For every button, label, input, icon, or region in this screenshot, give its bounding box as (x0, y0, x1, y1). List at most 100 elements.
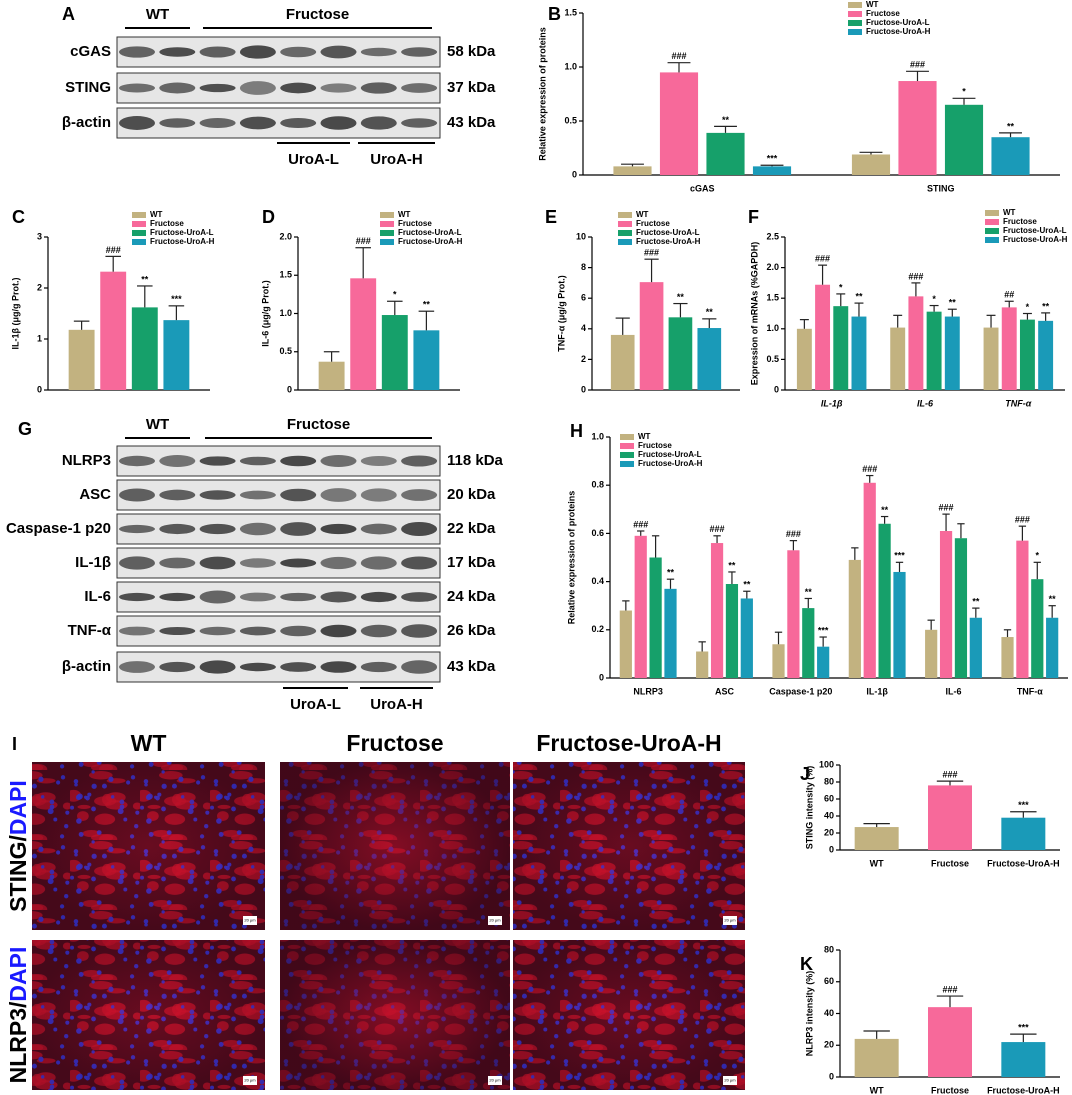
legend-label: Fructose-UroA-L (636, 228, 700, 237)
y-tick-label: 10 (576, 231, 586, 241)
y-tick-label: 0.6 (591, 528, 604, 538)
y-tick-label: 0 (599, 672, 604, 682)
bar (817, 646, 830, 678)
y-tick-label: 2 (581, 354, 586, 364)
bar (413, 330, 440, 390)
panel-label: I (12, 734, 17, 754)
legend-label: Fructose (150, 219, 184, 228)
bar (696, 651, 709, 678)
legend-label: WT (1003, 208, 1016, 217)
row-label-part: STING/ (5, 835, 31, 912)
blot-band (320, 455, 357, 467)
group-label: Fructose (287, 416, 350, 433)
bar (131, 307, 158, 390)
bar (893, 571, 906, 678)
blot-band (280, 46, 317, 58)
y-axis-label: NLRP3 intensity (%) (804, 971, 814, 1057)
bar (969, 617, 982, 678)
group-label: Fructose (286, 6, 349, 23)
significance: ** (1007, 121, 1015, 131)
blot-band (360, 116, 397, 130)
blot-band (360, 523, 397, 535)
significance: ** (972, 596, 980, 606)
x-tick-label: IL-1β (866, 686, 888, 696)
y-tick-label: 1.0 (591, 431, 604, 441)
y-tick-label: 0 (287, 384, 292, 394)
blot-band (401, 660, 438, 674)
bar (802, 608, 815, 678)
micrograph-tint (280, 762, 510, 930)
y-tick-label: 2.0 (279, 231, 292, 241)
blot-band (239, 522, 276, 536)
significance: ## (1004, 290, 1014, 300)
size-label: 17 kDa (447, 554, 496, 571)
significance: ** (743, 580, 751, 590)
protein-label: IL-1β (75, 554, 111, 571)
treatment-label: UroA-L (290, 696, 341, 713)
x-tick-label: Caspase-1 p20 (769, 686, 832, 696)
panel-label: J (800, 764, 810, 784)
blot-band (199, 118, 236, 128)
significance: ** (805, 587, 813, 597)
panel-label: H (570, 421, 583, 441)
y-tick-label: 1 (37, 333, 42, 343)
bar (925, 629, 938, 678)
scale-bar-label: 20 μm (489, 918, 501, 923)
bar (610, 334, 635, 390)
y-tick-label: 0.4 (591, 576, 604, 586)
micrograph-tint (513, 762, 745, 930)
y-tick-label: 0 (829, 844, 834, 854)
blot-band (239, 592, 276, 602)
legend-swatch (618, 239, 632, 245)
protein-label: NLRP3 (62, 452, 111, 469)
legend-swatch (620, 434, 634, 440)
micrograph-tint (32, 940, 265, 1090)
legend-label: Fructose-UroA-H (150, 237, 215, 246)
bar (381, 315, 408, 390)
blot-band (320, 624, 357, 638)
size-label: 24 kDa (447, 588, 496, 605)
significance: ### (710, 524, 725, 534)
significance: ### (815, 254, 830, 264)
y-tick-label: 0.2 (591, 624, 604, 634)
size-label: 37 kDa (447, 79, 496, 96)
blot-band (239, 45, 276, 59)
legend-label: Fructose-UroA-H (636, 237, 701, 246)
significance: ### (1015, 515, 1030, 525)
blot-band (119, 661, 155, 673)
blot-band (360, 661, 397, 673)
x-tick-label: TNF-α (1017, 686, 1043, 696)
legend-label: Fructose-UroA-L (398, 228, 462, 237)
y-axis-label: Relative expression of proteins (566, 491, 576, 625)
legend-swatch (848, 20, 862, 26)
legend-label: Fructose-UroA-H (398, 237, 463, 246)
treatment-label: UroA-H (370, 696, 423, 713)
significance: ** (1042, 301, 1050, 311)
bar (697, 328, 722, 390)
significance: *** (171, 294, 182, 304)
legend-swatch (132, 212, 146, 218)
legend-label: Fructose (638, 441, 672, 450)
legend-label: WT (866, 0, 879, 9)
blot-band (159, 118, 196, 128)
bar (944, 316, 960, 390)
bar (668, 317, 693, 390)
legend-label: Fructose (398, 219, 432, 228)
bar (634, 535, 647, 678)
bar (939, 530, 953, 678)
significance: * (1036, 551, 1040, 561)
bar (725, 584, 739, 678)
panel-label: K (800, 954, 813, 974)
significance: ### (356, 236, 371, 246)
y-axis-label: Expression of mRNAs (%GAPDH) (749, 242, 759, 386)
blot-band (280, 625, 317, 637)
legend-swatch (380, 239, 394, 245)
legend-swatch (132, 221, 146, 227)
size-label: 22 kDa (447, 520, 496, 537)
bar (796, 328, 812, 390)
scale-bar (723, 1076, 737, 1085)
blot-band (159, 626, 196, 636)
legend-label: Fructose (636, 219, 670, 228)
size-label: 58 kDa (447, 43, 496, 60)
significance: ### (910, 60, 925, 70)
